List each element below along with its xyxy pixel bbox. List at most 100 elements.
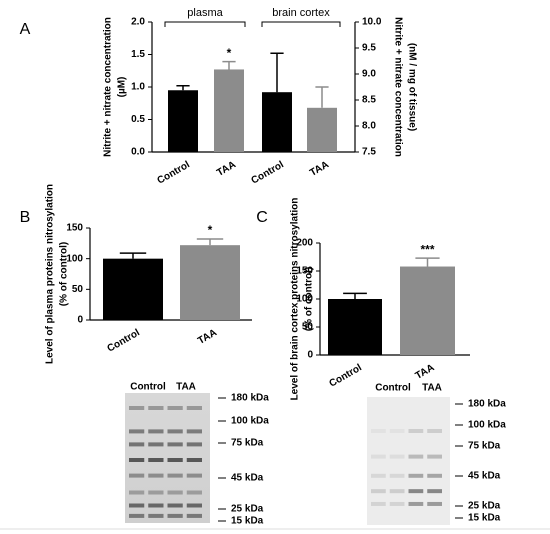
error-bar: [222, 60, 236, 70]
y2-tick-label: 9.5: [362, 43, 376, 54]
blot-band: [389, 429, 405, 433]
y2-tick-label: 10.0: [362, 17, 382, 28]
bar: [307, 107, 337, 152]
blot-band: [427, 429, 442, 433]
marker-label: 45 kDa: [231, 473, 264, 484]
group-bracket: [261, 21, 341, 27]
blot-band: [148, 458, 164, 462]
marker-label: 100 kDa: [231, 416, 269, 427]
significance: *: [227, 46, 232, 60]
y-tick-label: 100: [66, 253, 83, 264]
blot-band: [148, 406, 164, 410]
blot-band: [408, 501, 424, 506]
y-axis-title: Level of brain cortex proteins nitrosyla…: [290, 198, 301, 401]
error-bar: [315, 86, 329, 108]
group-label: plasma: [187, 7, 223, 19]
bar: [214, 69, 244, 152]
blot-band: [371, 501, 386, 506]
blot-band: [167, 490, 183, 495]
y-tick-label: 200: [296, 238, 313, 249]
y-axis-title: Level of plasma proteins nitrosylation: [45, 184, 56, 364]
marker-label: 180 kDa: [468, 399, 506, 410]
bar: [168, 90, 198, 152]
blot-band: [186, 473, 202, 478]
error-bar: [270, 52, 284, 93]
marker-label: 45 kDa: [468, 471, 501, 482]
bar: [328, 299, 382, 355]
y-tick-label: 50: [72, 284, 84, 295]
blot-band: [148, 513, 164, 518]
blot-band: [129, 458, 145, 462]
blot-band: [129, 513, 145, 518]
significance: *: [208, 223, 213, 237]
blot-band: [371, 429, 386, 433]
blot-band: [389, 454, 405, 459]
blot-band: [186, 442, 202, 447]
y2-tick-label: 8.0: [362, 121, 376, 132]
y-tick-label: 0: [77, 315, 83, 326]
bar: [103, 258, 163, 320]
marker-label: 180 kDa: [231, 393, 269, 404]
blot-band: [427, 501, 442, 506]
blot-band: [408, 429, 424, 433]
marker-label: 15 kDa: [468, 513, 501, 524]
blot-band: [371, 489, 386, 494]
y-tick-label: 0: [307, 350, 313, 361]
blot-band: [129, 490, 145, 495]
y-tick-label: 100: [296, 294, 313, 305]
lane-label: TAA: [422, 383, 442, 394]
blot-band: [167, 458, 183, 462]
blot-band: [148, 429, 164, 434]
error-bar: [176, 84, 190, 91]
y2-axis-title: Nitrite + nitrate concentration: [392, 17, 403, 157]
blot-band: [129, 442, 145, 447]
blot-band: [148, 473, 164, 478]
error-bar: [196, 238, 224, 246]
y-tick-label: 50: [302, 322, 314, 333]
y-axis-title: (% of control): [304, 267, 315, 331]
blot-band: [167, 503, 183, 508]
blot-band: [371, 454, 386, 459]
y-tick-label: 150: [296, 266, 313, 277]
y-tick-label: 2.0: [131, 17, 145, 28]
blot-band: [371, 473, 386, 478]
blot-band: [186, 406, 202, 410]
blot-band: [167, 473, 183, 478]
y2-tick-label: 7.5: [362, 147, 376, 158]
y-axis-title: (% of control): [59, 242, 70, 306]
blot-band: [167, 429, 183, 434]
blot-image: [367, 397, 450, 525]
blot-band: [186, 490, 202, 495]
blot-band: [129, 473, 145, 478]
blot-band: [148, 503, 164, 508]
marker-label: 75 kDa: [231, 438, 264, 449]
blot-band: [129, 429, 145, 434]
blot-band: [427, 489, 442, 494]
blot-band: [167, 442, 183, 447]
error-bar: [343, 292, 367, 299]
blot-band: [408, 473, 424, 478]
significance: ***: [420, 242, 434, 256]
blot-band: [129, 503, 145, 508]
y-tick-label: 150: [66, 223, 83, 234]
blot-band: [167, 406, 183, 410]
marker-label: 75 kDa: [468, 441, 501, 452]
marker-label: 25 kDa: [468, 501, 501, 512]
blot-band: [148, 442, 164, 447]
lane-label: Control: [130, 382, 166, 393]
error-bar: [119, 252, 147, 259]
blot-band: [408, 489, 424, 494]
blot-band: [389, 501, 405, 506]
panel-label: B: [20, 209, 31, 226]
y-tick-label: 1.0: [131, 82, 145, 93]
y2-axis-title: (nM / mg of tissue): [406, 43, 417, 131]
blot-band: [389, 473, 405, 478]
y-tick-label: 1.5: [131, 49, 145, 60]
lane-label: Control: [375, 383, 411, 394]
blot-band: [389, 489, 405, 494]
blot-band: [186, 513, 202, 518]
panel-label: A: [20, 21, 31, 38]
y-axis-title: (µM): [117, 77, 128, 98]
